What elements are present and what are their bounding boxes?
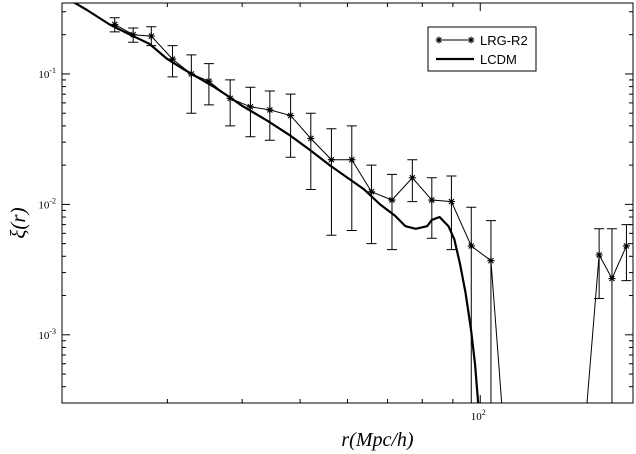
data-point <box>608 274 616 283</box>
error-bar <box>606 228 617 403</box>
series-line-lcdm <box>72 3 480 403</box>
legend-marker <box>435 36 443 44</box>
data-point <box>111 20 119 28</box>
x-axis-label: r(Mpc/h) <box>341 429 414 451</box>
legend-label: LCDM <box>480 52 517 67</box>
data-point <box>147 32 155 40</box>
data-point <box>408 174 416 182</box>
x-tick-label: 102 <box>471 408 486 423</box>
data-point <box>205 77 213 85</box>
error-bar <box>225 79 236 127</box>
data-point <box>246 103 255 111</box>
legend-box <box>427 26 537 72</box>
series-lcdm <box>72 3 480 403</box>
data-point <box>388 196 396 204</box>
error-bar <box>594 228 605 299</box>
error-bar <box>245 86 256 138</box>
series-line-lrg-r2-segment <box>598 245 627 280</box>
y-tick-label: 10-1 <box>38 66 56 81</box>
legend-marker <box>467 36 475 44</box>
axes: 102 10-1 10-2 10-3 r(Mpc/h) ξ(r) <box>6 2 634 451</box>
error-bar <box>285 93 296 158</box>
error-bar <box>386 173 397 251</box>
legend-label: LRG-R2 <box>480 33 528 48</box>
data-point <box>428 196 436 204</box>
error-bar <box>346 125 357 232</box>
error-bar <box>186 54 197 114</box>
plot-frame <box>61 2 634 404</box>
data-point <box>595 251 603 259</box>
data-point <box>286 111 295 120</box>
plot-area <box>72 3 632 403</box>
data-point <box>129 31 137 39</box>
data-point <box>487 257 495 265</box>
error-bar <box>326 128 337 236</box>
error-bar <box>426 177 437 239</box>
y-tick-label: 10-3 <box>38 327 56 342</box>
error-bar <box>446 175 457 251</box>
series-line-lrg-r2-drop <box>490 260 503 403</box>
data-point <box>348 156 356 164</box>
data-point <box>622 242 631 250</box>
series-line-lrg-r2-drop <box>586 254 600 403</box>
data-point <box>307 134 315 143</box>
data-point <box>168 55 177 63</box>
data-point <box>327 156 336 164</box>
error-bar <box>466 206 477 403</box>
error-bar <box>366 164 377 245</box>
data-point <box>467 242 475 250</box>
series-line-lrg-r2-segment <box>114 23 492 262</box>
series-lrg-r2 <box>109 17 632 403</box>
data-point <box>367 188 376 196</box>
data-point <box>266 106 274 114</box>
error-bar <box>264 90 275 141</box>
legend: LRG-R2 LCDM <box>427 26 537 72</box>
y-tick-label: 10-2 <box>38 196 56 211</box>
y-axis-label: ξ(r) <box>6 207 30 238</box>
error-bar <box>485 220 496 403</box>
data-point <box>447 198 456 206</box>
